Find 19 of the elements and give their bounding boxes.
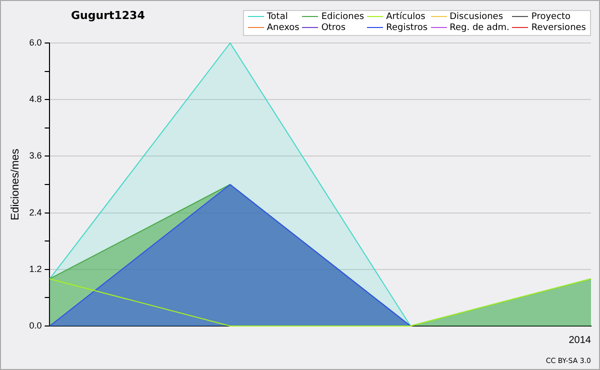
y-tick-label: 2.4 (29, 207, 42, 218)
y-tick-label: 3.6 (29, 150, 42, 161)
y-tick-label: 1.2 (29, 264, 42, 274)
legend-label: Proyecto (530, 12, 572, 23)
y-tick-label: 6.0 (29, 37, 42, 48)
y-tick-label: 0.0 (29, 320, 42, 330)
chart-title: Gugurt1234 (71, 9, 145, 22)
x-tick-label: 2014 (568, 334, 592, 346)
y-axis-title: Ediciones/mes (10, 148, 22, 220)
legend-label: Total (266, 12, 289, 23)
legend-label: Artículos (385, 12, 426, 23)
legend-label: Reversiones (530, 23, 586, 34)
legend-label: Reg. de adm. (448, 23, 510, 34)
legend-label: Registros (385, 23, 428, 34)
legend-label: Anexos (266, 23, 300, 34)
legend-label: Ediciones (320, 12, 364, 23)
legend-label: Discusiones (448, 12, 504, 23)
y-tick-label: 4.8 (29, 94, 42, 104)
legend-label: Otros (320, 23, 347, 34)
